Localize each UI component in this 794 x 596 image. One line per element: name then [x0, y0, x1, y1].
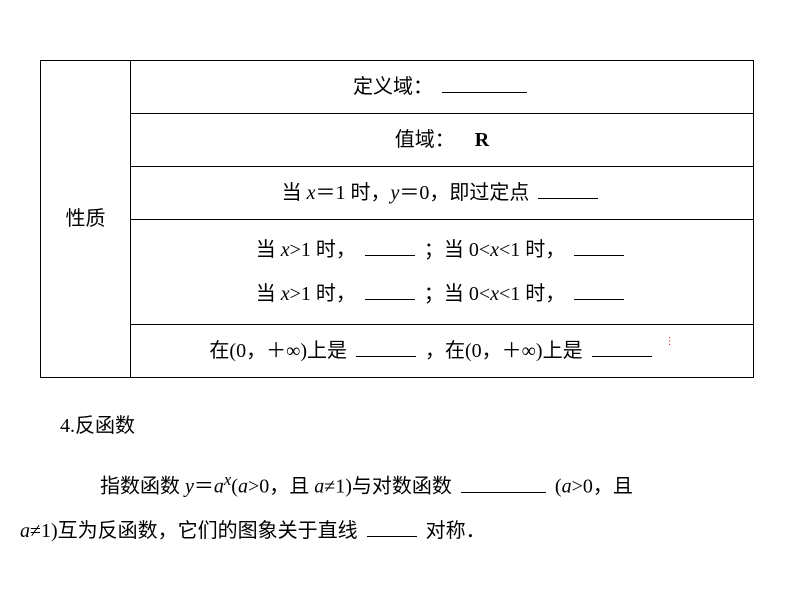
- c2-t1: 当: [256, 283, 281, 305]
- p-blank1: [461, 473, 546, 493]
- c2-x1: x: [281, 283, 290, 305]
- c2-t4: <1 时，: [499, 283, 565, 305]
- range-prefix: 值域：: [395, 129, 455, 151]
- p-lp1: (: [231, 476, 238, 498]
- c1-t4: <1 时，: [499, 239, 565, 261]
- mono-t1: 在(0，＋∞)上是: [209, 340, 347, 362]
- p-eq: ＝: [194, 476, 214, 498]
- p-t4: >0，且: [572, 476, 633, 498]
- fixedpoint-blank: [538, 179, 598, 199]
- fp-t3: ＝0，即过定点: [399, 182, 529, 204]
- p-blank2: [367, 517, 417, 537]
- p-t2: >0，且: [248, 476, 314, 498]
- mono-t2: ，在(0，＋∞)上是: [425, 340, 583, 362]
- c1-t1: 当: [256, 239, 281, 261]
- properties-table: 性质 定义域： 值域： R 当 x＝1 时，y＝0，即过定点 当 x>1 时， …: [40, 60, 754, 378]
- domain-blank: [442, 73, 527, 93]
- domain-prefix: 定义域：: [353, 76, 433, 98]
- row-range: 值域： R: [131, 114, 754, 167]
- p-t1: 指数函数: [100, 476, 185, 498]
- p-t5: ≠1)互为反函数，它们的图象关于直线: [30, 520, 358, 542]
- row-cases: 当 x>1 时， ；当 0<x<1 时， 当 x>1 时， ；当 0<x<1 时…: [131, 220, 754, 325]
- c1-blank2: [574, 236, 624, 256]
- p-a3: a: [314, 476, 324, 498]
- row-label: 性质: [66, 208, 106, 230]
- p-lp2: (: [555, 476, 562, 498]
- fp-t1: 当: [282, 182, 307, 204]
- row-domain: 定义域：: [131, 61, 754, 114]
- p-t3: ≠1)与对数函数: [324, 476, 452, 498]
- section-heading: 4.反函数: [60, 408, 734, 444]
- c2-x2: x: [490, 283, 499, 305]
- p-t6: 对称．: [426, 520, 486, 542]
- c1-t2: >1 时，: [290, 239, 356, 261]
- section-paragraph: 指数函数 y＝ax(a>0，且 a≠1)与对数函数 (a>0，且 a≠1)互为反…: [60, 462, 734, 553]
- c1-t3: ；当 0<: [424, 239, 490, 261]
- p-a2: a: [238, 476, 248, 498]
- p-a4: a: [562, 476, 572, 498]
- section-inverse: 4.反函数 指数函数 y＝ax(a>0，且 a≠1)与对数函数 (a>0，且 a…: [40, 408, 754, 553]
- row-fixedpoint: 当 x＝1 时，y＝0，即过定点: [131, 167, 754, 220]
- c2-blank2: [574, 280, 624, 300]
- fp-x: x: [307, 182, 316, 204]
- red-marker: ⋮: [665, 336, 675, 347]
- c2-blank1: [365, 280, 415, 300]
- fp-t2: ＝1 时，: [316, 182, 391, 204]
- row-label-cell: 性质: [41, 61, 131, 378]
- p-a5: a: [20, 520, 30, 542]
- c1-blank1: [365, 236, 415, 256]
- mono-blank2: [592, 337, 652, 357]
- c2-t2: >1 时，: [290, 283, 356, 305]
- c1-x2: x: [490, 239, 499, 261]
- c1-x1: x: [281, 239, 290, 261]
- c2-t3: ；当 0<: [424, 283, 490, 305]
- p-a1: a: [214, 476, 224, 498]
- range-value: R: [475, 129, 489, 151]
- mono-blank1: [356, 337, 416, 357]
- p-y: y: [185, 476, 194, 498]
- row-monotone: 在(0，＋∞)上是 ，在(0，＋∞)上是 ⋮: [131, 325, 754, 378]
